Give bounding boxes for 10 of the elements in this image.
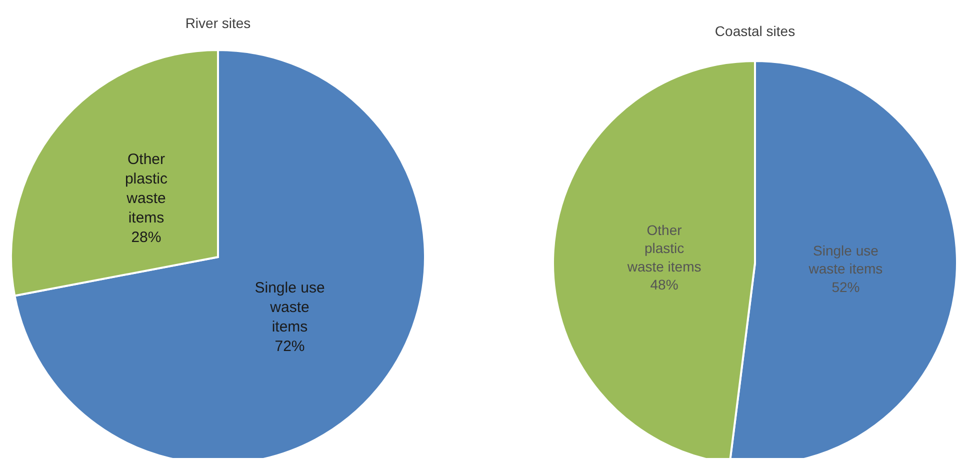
data-label: 48% — [650, 276, 678, 292]
chart-title: River sites — [185, 15, 251, 31]
slice-label: Single use waste items — [808, 242, 883, 277]
slice-label: Other plastic waste items — [626, 222, 702, 274]
data-label: 52% — [832, 278, 860, 295]
chart-title: Coastal sites — [714, 23, 796, 39]
data-label: 28% — [131, 228, 162, 246]
data-label: 72% — [274, 338, 305, 355]
slice-label: Other plastic waste items — [124, 150, 168, 226]
slice-label: Single use waste items — [254, 279, 325, 336]
